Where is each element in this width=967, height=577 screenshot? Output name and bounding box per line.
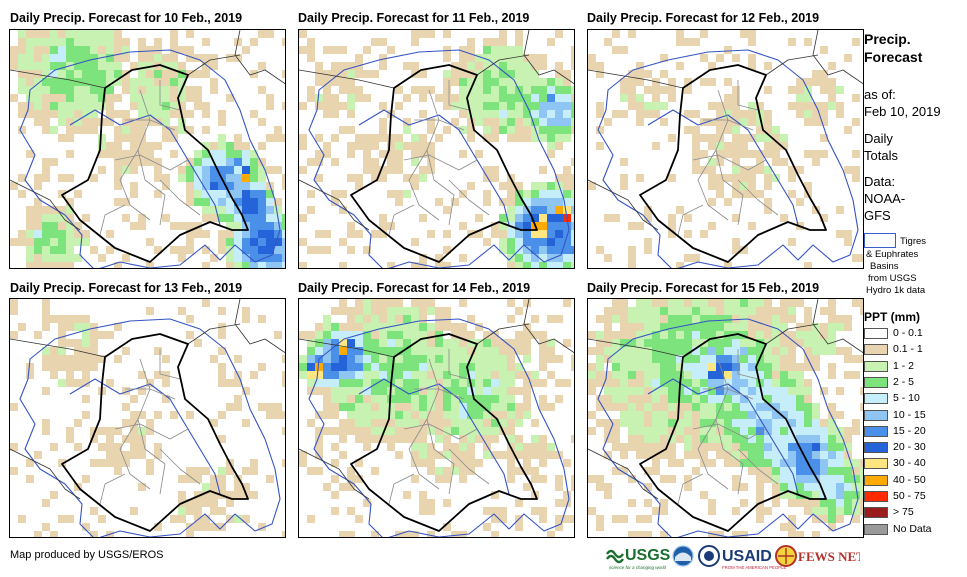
map-panel-3 xyxy=(587,29,864,269)
svg-text:USGS: USGS xyxy=(625,547,671,564)
legend-swatch xyxy=(864,507,888,519)
sidebar-title: Precip. Forecast xyxy=(864,30,922,66)
sidebar-data-line3: GFS xyxy=(864,208,891,223)
panel-title-1: Daily Precip. Forecast for 10 Feb., 2019 xyxy=(10,11,243,25)
sidebar-daily-line2: Totals xyxy=(864,148,898,163)
sidebar-data: Data: NOAA- GFS xyxy=(864,173,905,224)
legend-swatch xyxy=(864,491,888,502)
legend-swatch xyxy=(864,393,888,405)
map-panel-5 xyxy=(298,298,575,538)
precip-map xyxy=(10,299,285,537)
noaa-logo xyxy=(672,545,694,567)
legend-label: No Data xyxy=(893,522,932,535)
svg-text:science for a changing world: science for a changing world xyxy=(609,565,667,570)
usaid-seal-icon xyxy=(698,545,720,567)
legend-label: 0.1 - 1 xyxy=(893,343,923,356)
sidebar-asof-line1: as of: xyxy=(864,87,896,102)
basin-line3: Basins xyxy=(870,261,899,272)
map-panel-4 xyxy=(9,298,286,538)
legend-label: 10 - 15 xyxy=(893,408,926,421)
legend-swatch xyxy=(864,474,888,486)
svg-text:FEWS NET: FEWS NET xyxy=(798,549,860,564)
legend-swatch xyxy=(864,523,888,535)
legend-label: 5 - 10 xyxy=(893,392,920,405)
legend-swatch xyxy=(864,344,888,356)
precip-map xyxy=(299,30,574,268)
sidebar-data-line2: NOAA- xyxy=(864,191,906,206)
legend-label: 40 - 50 xyxy=(893,473,926,486)
precip-map xyxy=(588,299,863,537)
legend-label: 20 - 30 xyxy=(893,441,926,454)
fewsnet-logo: FEWS NET xyxy=(775,545,865,567)
basin-line5: Hydro 1k data xyxy=(866,285,926,296)
panel-title-5: Daily Precip. Forecast for 14 Feb., 2019 xyxy=(298,281,531,295)
sidebar-title-line1: Precip. xyxy=(864,31,911,47)
legend-title: PPT (mm) xyxy=(864,310,921,324)
usaid-logo: USAID FROM THE AMERICAN PEOPLE xyxy=(722,548,787,570)
legend-label: 30 - 40 xyxy=(893,457,926,470)
credit-text: Map produced by USGS/EROS xyxy=(10,549,164,561)
legend-label: > 75 xyxy=(893,506,914,519)
basin-line2: & Euphrates xyxy=(866,249,919,260)
panel-title-4: Daily Precip. Forecast for 13 Feb., 2019 xyxy=(10,281,243,295)
legend-label: 50 - 75 xyxy=(893,490,926,502)
usgs-logo: USGS science for a changing world xyxy=(606,547,671,570)
legend-swatch xyxy=(864,409,888,421)
map-panel-6 xyxy=(587,298,864,538)
basin-line4: from USGS xyxy=(868,273,917,284)
precip-map xyxy=(10,30,285,268)
legend-swatch xyxy=(864,328,888,339)
svg-text:USAID: USAID xyxy=(722,548,772,565)
sidebar-data-line1: Data: xyxy=(864,174,896,189)
basin-line1: Tigres xyxy=(900,236,927,247)
sidebar-asof: as of: Feb 10, 2019 xyxy=(864,86,941,120)
sidebar-title-line2: Forecast xyxy=(864,49,923,65)
legend-label: 2 - 5 xyxy=(893,375,915,388)
precip-map xyxy=(588,30,863,268)
legend-swatch xyxy=(864,442,888,454)
map-panel-2 xyxy=(298,29,575,269)
legend-label: 0 - 0.1 xyxy=(893,327,923,339)
legend-swatch xyxy=(864,425,888,437)
panel-title-6: Daily Precip. Forecast for 15 Feb., 2019 xyxy=(587,281,820,295)
sidebar-daily: Daily Totals xyxy=(864,130,898,164)
sidebar-daily-line1: Daily xyxy=(864,131,893,146)
legend-swatch xyxy=(864,360,888,372)
map-panel-1 xyxy=(9,29,286,269)
logos: USGS science for a changing world USAID … xyxy=(605,540,865,570)
legend-label: 1 - 2 xyxy=(893,359,915,372)
legend-swatch xyxy=(864,376,888,388)
precip-map xyxy=(299,299,574,537)
legend-label: 15 - 20 xyxy=(893,424,926,437)
basin-legend-swatch xyxy=(864,233,896,248)
svg-text:FROM THE AMERICAN PEOPLE: FROM THE AMERICAN PEOPLE xyxy=(722,565,787,570)
legend-swatch xyxy=(864,458,888,470)
panel-title-2: Daily Precip. Forecast for 11 Feb., 2019 xyxy=(298,11,530,25)
sidebar-asof-line2: Feb 10, 2019 xyxy=(864,104,941,119)
panel-title-3: Daily Precip. Forecast for 12 Feb., 2019 xyxy=(587,11,820,25)
